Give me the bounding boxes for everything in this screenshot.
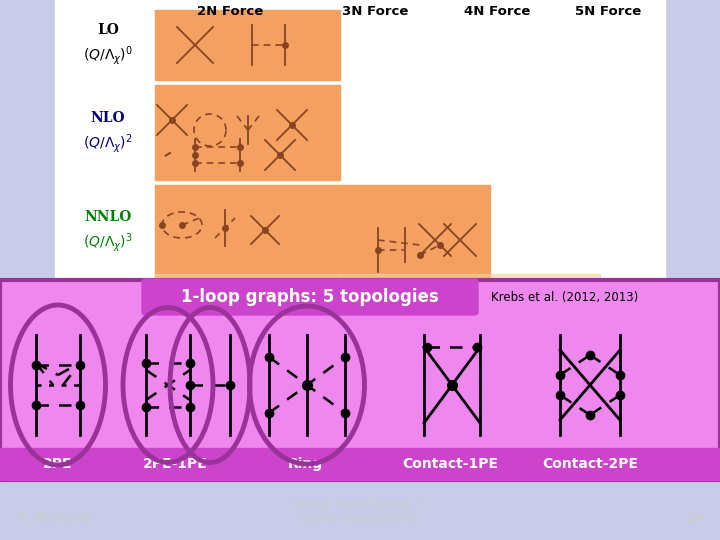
Text: LO
$(Q/\Lambda_\chi)^0$: LO $(Q/\Lambda_\chi)^0$ (83, 23, 133, 66)
Bar (0, 480, 720, 540)
Bar (0, 280, 720, 480)
Text: Krebs et al. (2012, 2013): Krebs et al. (2012, 2013) (491, 291, 639, 303)
Bar (340, 274, 490, 282)
FancyBboxPatch shape (142, 279, 478, 315)
Text: NLO
$(Q/\Lambda_\chi)^2$: NLO $(Q/\Lambda_\chi)^2$ (84, 111, 132, 154)
Text: 5N Force: 5N Force (575, 5, 641, 18)
Bar (155, 185, 340, 277)
Bar (340, 185, 490, 277)
Text: 2PE-1PE: 2PE-1PE (143, 457, 207, 471)
Bar (155, 85, 340, 180)
Bar (0, 280, 720, 480)
Text: Contact-2PE: Contact-2PE (542, 457, 638, 471)
Text: R. Machleidt: R. Machleidt (18, 511, 91, 524)
Text: 1-loop graphs: 5 topologies: 1-loop graphs: 5 topologies (181, 288, 439, 306)
Text: Nuclear Forces Lecture 7 /
Recent (Pohang 2016): Nuclear Forces Lecture 7 / Recent (Pohan… (292, 500, 428, 524)
Text: 2N Force: 2N Force (197, 5, 263, 18)
Text: NNLO
$(Q/\Lambda_\chi)^3$: NNLO $(Q/\Lambda_\chi)^3$ (83, 211, 133, 254)
Text: Contact-1PE: Contact-1PE (402, 457, 498, 471)
Bar (0, 448, 720, 480)
Bar (55, 0, 665, 282)
Text: 4N Force: 4N Force (464, 5, 530, 18)
Text: Ring: Ring (287, 457, 323, 471)
Bar (155, 10, 340, 80)
Text: 2PE: 2PE (43, 457, 73, 471)
Text: 24: 24 (688, 511, 705, 524)
Bar (155, 274, 340, 282)
Bar (490, 274, 600, 282)
Text: 3N Force: 3N Force (342, 5, 408, 18)
